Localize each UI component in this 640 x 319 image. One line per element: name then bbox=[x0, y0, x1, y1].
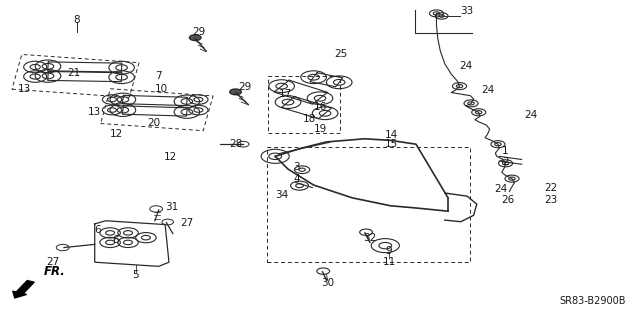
Text: 22: 22 bbox=[544, 183, 557, 193]
Text: 6: 6 bbox=[112, 235, 118, 245]
FancyArrow shape bbox=[13, 280, 34, 298]
Text: 9: 9 bbox=[386, 246, 392, 256]
Text: 8: 8 bbox=[74, 15, 80, 25]
Text: 18: 18 bbox=[303, 114, 316, 124]
Text: 11: 11 bbox=[383, 257, 396, 267]
Text: 13: 13 bbox=[18, 84, 31, 94]
Text: 24: 24 bbox=[460, 61, 472, 71]
Text: 12: 12 bbox=[164, 152, 177, 162]
Text: 12: 12 bbox=[110, 129, 123, 139]
Text: 20: 20 bbox=[147, 118, 160, 128]
Text: 24: 24 bbox=[525, 110, 538, 121]
Text: SR83-B2900B: SR83-B2900B bbox=[559, 296, 626, 306]
Text: 16: 16 bbox=[314, 102, 326, 112]
Text: 27: 27 bbox=[180, 218, 193, 228]
Text: 19: 19 bbox=[314, 124, 326, 134]
Circle shape bbox=[189, 35, 201, 41]
Text: 34: 34 bbox=[275, 189, 288, 200]
Text: 5: 5 bbox=[132, 270, 139, 280]
Text: 27: 27 bbox=[46, 257, 59, 267]
Text: 17: 17 bbox=[279, 89, 292, 99]
Text: 10: 10 bbox=[155, 84, 168, 94]
Text: 29: 29 bbox=[192, 27, 205, 37]
Text: 24: 24 bbox=[494, 184, 507, 195]
Text: FR.: FR. bbox=[44, 265, 65, 278]
Text: 6: 6 bbox=[94, 225, 100, 235]
Text: 13: 13 bbox=[88, 107, 101, 117]
Text: 31: 31 bbox=[165, 202, 178, 212]
Text: 26: 26 bbox=[502, 195, 515, 205]
Text: 1: 1 bbox=[502, 145, 509, 156]
Text: 29: 29 bbox=[238, 82, 251, 93]
Text: 7: 7 bbox=[156, 71, 162, 81]
Circle shape bbox=[230, 89, 241, 95]
Text: 2: 2 bbox=[502, 157, 509, 167]
Text: 28: 28 bbox=[229, 139, 242, 149]
Text: 14: 14 bbox=[385, 130, 398, 140]
Text: 33: 33 bbox=[461, 6, 474, 17]
Text: 3: 3 bbox=[294, 162, 300, 172]
Text: 30: 30 bbox=[321, 278, 334, 288]
Text: 23: 23 bbox=[544, 195, 557, 205]
Text: 15: 15 bbox=[385, 139, 398, 149]
Text: 25: 25 bbox=[334, 48, 347, 59]
Text: 4: 4 bbox=[294, 174, 300, 184]
Text: 32: 32 bbox=[364, 233, 376, 243]
Text: 24: 24 bbox=[481, 85, 494, 95]
Text: 21: 21 bbox=[67, 68, 80, 78]
